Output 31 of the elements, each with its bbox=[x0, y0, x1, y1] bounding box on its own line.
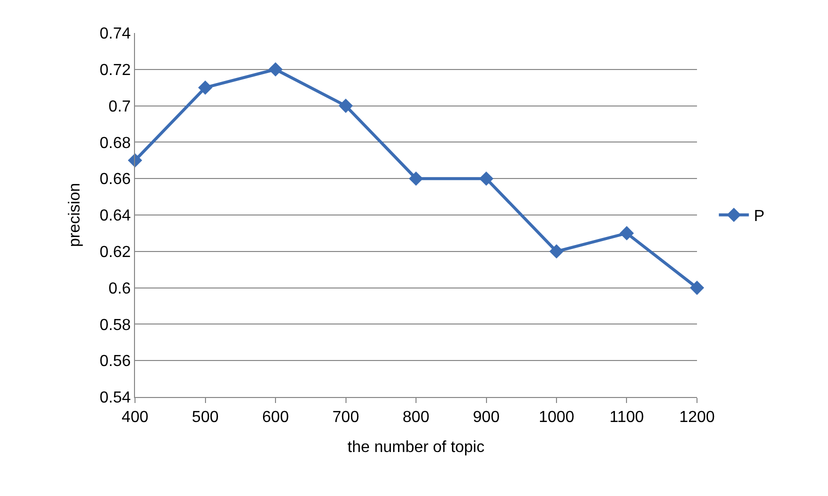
x-tick-label: 1100 bbox=[610, 409, 644, 426]
point bbox=[408, 171, 424, 186]
x-tick-label: 1200 bbox=[679, 409, 715, 426]
point bbox=[479, 171, 494, 186]
x-tick-label: 400 bbox=[122, 409, 148, 426]
y-tick-label: 0.68 bbox=[100, 134, 131, 152]
legend-label: P bbox=[754, 208, 765, 226]
point bbox=[198, 80, 212, 95]
y-tick-label: 0.72 bbox=[100, 62, 131, 79]
x-tick-label: 700 bbox=[332, 409, 360, 426]
y-tick-label: 0.56 bbox=[100, 353, 131, 370]
y-tick-label: 0.64 bbox=[100, 208, 131, 225]
y-tick-label: 0.7 bbox=[108, 98, 131, 116]
x-tick-label: 1000 bbox=[538, 409, 574, 426]
y-tick-label: 0.54 bbox=[100, 390, 131, 407]
x-tick-label: 800 bbox=[402, 409, 430, 426]
x-tick-label: 500 bbox=[192, 409, 219, 426]
point bbox=[620, 226, 634, 240]
y-axis-title: precision bbox=[66, 182, 84, 248]
x-tick-label: 600 bbox=[262, 409, 289, 426]
point bbox=[690, 280, 704, 295]
point bbox=[268, 62, 283, 77]
y-tick-label: 0.62 bbox=[100, 244, 131, 261]
x-axis-title: the number of topic bbox=[348, 438, 484, 456]
y-tick-label: 0.66 bbox=[100, 171, 131, 188]
point bbox=[549, 244, 564, 259]
point bbox=[338, 98, 353, 113]
x-tick-label: 900 bbox=[472, 409, 500, 426]
y-tick-label: 0.74 bbox=[100, 26, 131, 43]
y-tick-label: 0.6 bbox=[108, 280, 131, 298]
y-tick-label: 0.58 bbox=[100, 316, 131, 334]
